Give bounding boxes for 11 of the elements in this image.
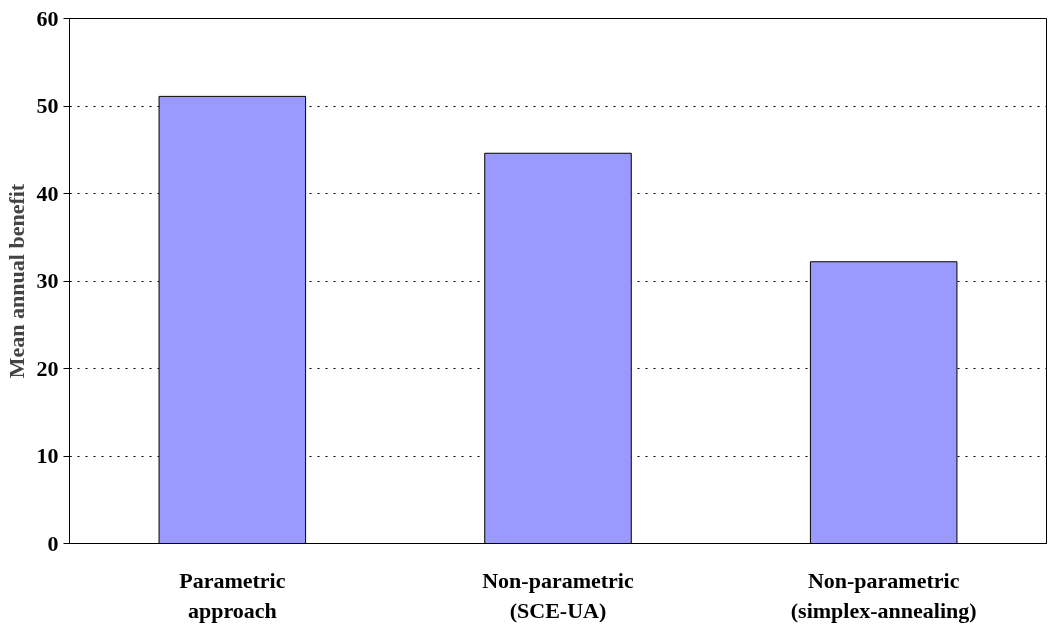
y-tick-label: 60 [36,5,59,31]
x-tick-label: Non-parametric (simplex-annealing) [790,567,977,623]
y-tick-label: 40 [36,180,59,206]
y-tick-label: 0 [47,530,59,556]
y-axis-title: Mean annual benefit [3,183,29,379]
x-tick-label: Parametric approach [179,567,286,623]
y-tick-label: 20 [36,355,59,381]
y-tick-label: 10 [36,443,59,468]
y-tick-label: 50 [36,93,59,118]
y-tick-label: 30 [36,268,59,293]
x-tick-label: Non-parametric (SCE-UA) [482,567,634,623]
